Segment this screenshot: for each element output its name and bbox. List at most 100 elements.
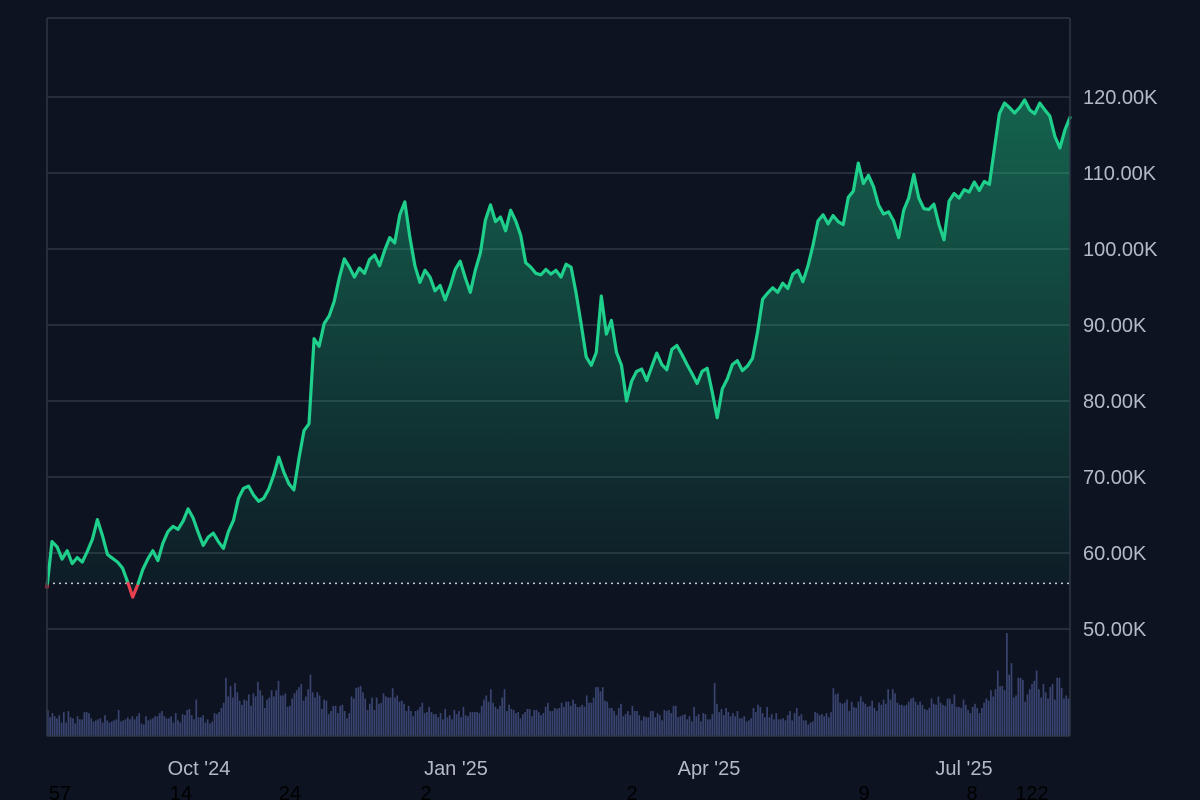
volume-bar [563, 706, 565, 736]
volume-bar [302, 700, 305, 736]
volume-bar [800, 714, 803, 736]
volume-bar [462, 706, 465, 736]
volume-bar [241, 704, 243, 736]
volume-bar [821, 714, 823, 736]
volume-bar [674, 705, 677, 736]
volume-bar [752, 707, 755, 736]
volume-bar [505, 711, 508, 736]
volume-bar [430, 712, 433, 736]
volume-bar [298, 687, 300, 736]
volume-bar [789, 711, 791, 736]
volume-bar [661, 720, 663, 736]
volume-bar [60, 722, 63, 736]
volume-bar [841, 703, 844, 736]
volume-bar [179, 722, 182, 736]
volume-bar [300, 684, 303, 736]
volume-bar [750, 718, 752, 736]
volume-bar [951, 703, 953, 736]
volume-bar [791, 720, 794, 736]
volume-bar [741, 718, 743, 736]
volume-bar [604, 700, 606, 736]
volume-bar [832, 688, 835, 736]
volume-bar [243, 699, 246, 736]
volume-bar [108, 722, 111, 736]
volume-bar [971, 706, 974, 736]
volume-bar [727, 712, 730, 736]
volume-bar [969, 713, 972, 736]
volume-bar [51, 713, 54, 736]
volume-bar [716, 703, 718, 736]
volume-bar [460, 717, 462, 736]
volume-bar [161, 711, 163, 736]
volume-bar [149, 719, 152, 736]
volume-bar [770, 714, 773, 736]
volume-bar [225, 677, 227, 736]
volume-bar [426, 712, 428, 736]
volume-bar [825, 713, 828, 736]
volume-bar [647, 717, 650, 736]
volume-bar [953, 694, 956, 736]
volume-bar [827, 717, 830, 736]
volume-bar [919, 701, 921, 736]
volume-bar [987, 700, 990, 736]
bottom-label: 2 [420, 783, 431, 800]
volume-bar [485, 695, 488, 736]
volume-bar [474, 712, 476, 736]
bottom-label: 8 [966, 783, 977, 800]
volume-bar [622, 716, 625, 736]
volume-bar [560, 702, 563, 736]
volume-bar [97, 719, 99, 736]
volume-bar [307, 689, 310, 736]
volume-bar [601, 687, 604, 736]
volume-bar [1044, 692, 1047, 736]
volume-bar [259, 690, 262, 736]
volume-bar [935, 704, 937, 736]
volume-bar [305, 696, 307, 736]
volume-bar [878, 702, 880, 736]
volume-bar [926, 710, 928, 736]
volume-bar [508, 704, 510, 736]
volume-bar [238, 700, 241, 736]
volume-bar [332, 705, 335, 736]
volume-bar [384, 696, 387, 736]
volume-bar [907, 701, 910, 736]
volume-bar [932, 703, 935, 736]
volume-bar [206, 719, 209, 736]
volume-bar [823, 716, 826, 736]
volume-bar [528, 708, 531, 736]
volume-bar [638, 715, 641, 736]
volume-bar [222, 702, 225, 736]
volume-bar [942, 704, 944, 736]
volume-bar [624, 714, 627, 736]
volume-bar [684, 714, 686, 736]
volume-bar [864, 703, 867, 736]
volume-bar [419, 706, 421, 736]
volume-bar [985, 698, 988, 736]
y-tick-label: 90.00K [1083, 315, 1147, 337]
volume-bar [524, 712, 526, 736]
volume-bar [713, 682, 716, 736]
volume-bar [209, 723, 211, 736]
volume-bar [1001, 686, 1004, 736]
volume-bar [186, 710, 188, 736]
volume-bar [1033, 680, 1036, 736]
volume-bar [78, 719, 81, 736]
volume-bar [681, 715, 684, 736]
volume-bar [1035, 670, 1038, 736]
volume-bar [346, 718, 348, 736]
volume-bar [567, 701, 570, 736]
volume-bar [843, 702, 846, 736]
y-tick-label: 110.00K [1083, 163, 1157, 185]
volume-bar [1067, 698, 1070, 736]
volume-bar [1019, 677, 1022, 736]
volume-bar [732, 713, 734, 736]
volume-bar [631, 705, 634, 736]
volume-bar [974, 703, 976, 736]
volume-bar [350, 696, 353, 736]
volume-bar [261, 695, 264, 736]
volume-bar [76, 716, 79, 736]
volume-bar [437, 717, 440, 736]
volume-bar [273, 696, 275, 736]
volume-bar [480, 705, 483, 736]
